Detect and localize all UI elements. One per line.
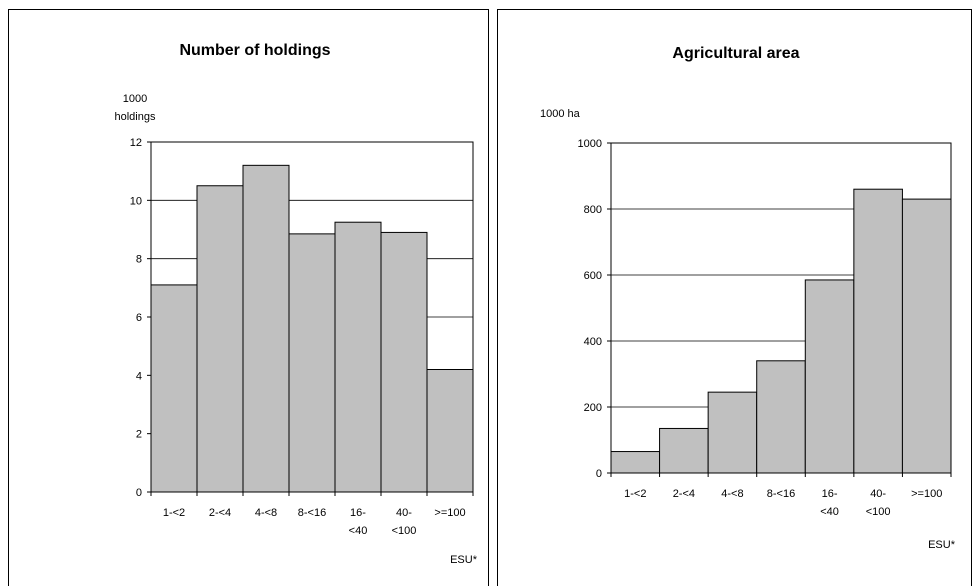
y-tick-label: 1000 bbox=[578, 138, 602, 150]
bar bbox=[901, 198, 952, 474]
x-axis-label: ESU* bbox=[450, 554, 478, 566]
x-tick-label: 8-<16 bbox=[298, 507, 326, 519]
chart-title: Agricultural area bbox=[672, 45, 799, 62]
bar bbox=[288, 233, 336, 493]
y-tick-label: 6 bbox=[136, 312, 142, 324]
y-axis-label: 1000 ha bbox=[540, 108, 581, 120]
x-tick-label: 1-<2 bbox=[163, 507, 185, 519]
x-tick-label: 1-<2 bbox=[624, 488, 646, 500]
bar bbox=[380, 231, 428, 493]
x-tick-label: 4-<8 bbox=[255, 507, 277, 519]
bar bbox=[853, 188, 903, 474]
holdings-chart: Number of holdings 1000 holdings 0 2 4 6 8 10 12 1… bbox=[115, 42, 478, 566]
y-tick-label: 2 bbox=[136, 429, 142, 441]
y-tick-label: 800 bbox=[584, 204, 602, 216]
area-chart: Agricultural area 1000 ha 0 200 400 600 800 100… bbox=[540, 45, 956, 551]
x-tick-label: <100 bbox=[392, 525, 417, 537]
y-tick-label: 200 bbox=[584, 402, 602, 414]
x-tick-label: >=100 bbox=[911, 488, 942, 500]
x-tick-label: 2-<4 bbox=[673, 488, 695, 500]
y-tick-label: 8 bbox=[136, 254, 142, 266]
x-tick-label: <100 bbox=[866, 506, 891, 518]
x-tick-label: 2-<4 bbox=[209, 507, 231, 519]
bar bbox=[610, 451, 661, 474]
bar bbox=[150, 284, 198, 493]
bar bbox=[242, 164, 290, 493]
x-tick-label: <40 bbox=[349, 525, 368, 537]
y-axis-label: 1000 bbox=[123, 93, 147, 105]
x-tick-label: 16- bbox=[822, 488, 838, 500]
y-tick-label: 600 bbox=[584, 270, 602, 282]
x-tick-label: 40- bbox=[396, 507, 412, 519]
y-tick-label: 0 bbox=[136, 487, 142, 499]
x-tick-label: 40- bbox=[870, 488, 886, 500]
y-tick-label: 400 bbox=[584, 336, 602, 348]
bar bbox=[196, 185, 244, 493]
x-tick-label: 4-<8 bbox=[721, 488, 743, 500]
x-tick-label: 16- bbox=[350, 507, 366, 519]
chart-title: Number of holdings bbox=[179, 42, 330, 59]
y-tick-label: 10 bbox=[130, 195, 142, 207]
bar bbox=[707, 391, 758, 474]
bar bbox=[426, 369, 474, 493]
x-axis-label: ESU* bbox=[928, 539, 956, 551]
bar bbox=[334, 221, 382, 493]
bar bbox=[659, 427, 709, 474]
chart-panel-area: Agricultural area 1000 ha 0 200 400 600 800 100… bbox=[497, 9, 972, 586]
bar bbox=[756, 360, 806, 474]
x-tick-label: >=100 bbox=[434, 507, 465, 519]
y-tick-label: 12 bbox=[130, 137, 142, 149]
y-axis-label: holdings bbox=[115, 111, 156, 123]
x-tick-label: <40 bbox=[820, 506, 839, 518]
chart-panel-holdings: Number of holdings 1000 holdings 0 2 4 6 8 10 12 1… bbox=[8, 9, 489, 586]
x-tick-label: 8-<16 bbox=[767, 488, 795, 500]
y-tick-label: 4 bbox=[136, 370, 142, 382]
y-tick-label: 0 bbox=[596, 468, 602, 480]
bar bbox=[804, 279, 855, 474]
